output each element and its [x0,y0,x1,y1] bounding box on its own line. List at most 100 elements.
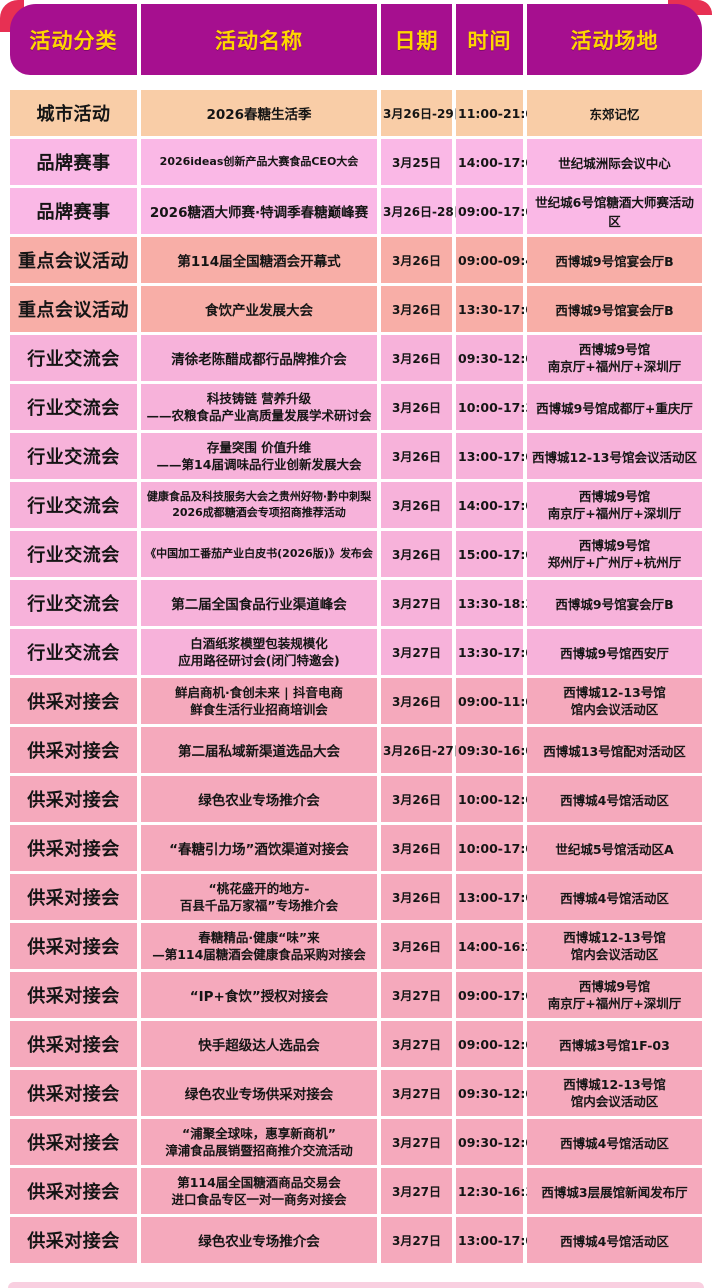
header-cell-venue: 活动场地 [527,4,702,75]
cell-time: 09:00-09:40 [456,237,543,283]
cell-category: 供采对接会 [10,678,137,724]
cell-name: 2026ideas创新产品大赛食品CEO大会 [141,139,377,185]
cell-name-line: 春糖精品·健康“味”来 [198,929,320,945]
cell-date-line: 3月26日 [391,792,442,807]
cell-name: “桃花盛开的地方- 百县千品万家福”专场推介会 [141,874,377,920]
cell-name: 鲜启商机·食创未来 | 抖音电商 鲜食生活行业招商培训会 [141,678,377,724]
cell-date-line: 3月26日 [391,302,442,317]
cell-venue: 世纪城5号馆活动区A [527,825,702,871]
cell-venue-line: 西博城9号馆 [578,341,651,357]
cell-time: 13:00-17:00 [456,874,543,920]
cell-date: 3月27日 [381,629,452,675]
cell-category: 供采对接会 [10,874,137,920]
cell-venue: 西博城3层展馆新闻发布厅 [527,1168,702,1214]
cell-name-line: ——第14届调味品行业创新发展大会 [156,457,362,472]
cell-time: 13:00-17:00 [456,1217,543,1263]
table-row: 供采对接会 快手超级达人选品会 3月27日 09:00-12:00 西博城3号馆1F-0… [10,1021,702,1067]
table-row: 供采对接会 春糖精品·健康“味”来 —第114届糖酒会健康食品采购对接会 3月26日 1… [10,923,702,969]
cell-name: 2026春糖生活季 [141,90,377,136]
cell-name-line: 第二届私域新渠道选品大会 [178,744,340,760]
cell-category-line: 重点会议活动 [18,300,129,321]
cell-date-line: 3月26日-27日 [383,743,466,758]
cell-category-line: 供采对接会 [27,741,120,762]
cell-venue-line: 馆内会议活动区 [570,947,659,962]
cell-name: 绿色农业专场推介会 [141,1217,377,1263]
cell-time-line: 13:00-17:00 [458,1232,543,1248]
cell-category: 供采对接会 [10,1119,137,1165]
table-row: 行业交流会 存量突围 价值升维 ——第14届调味品行业创新发展大会 3月26日 13:0… [10,433,702,479]
cell-venue: 西博城12-13号馆 馆内会议活动区 [527,678,702,724]
cell-date-line: 3月27日 [391,1086,442,1101]
cell-venue: 西博城9号馆 南京厅+福州厅+深圳厅 [527,972,702,1018]
cell-date-line: 3月26日 [391,253,442,268]
cell-date-line: 3月26日 [391,694,442,709]
cell-category: 供采对接会 [10,776,137,822]
cell-date: 3月27日 [381,1119,452,1165]
cell-time-line: 11:00-21:00 [458,105,543,121]
cell-venue: 西博城9号馆宴会厅B [527,286,702,332]
cell-date: 3月26日 [381,384,452,430]
cell-date: 3月26日 [381,237,452,283]
cell-venue-line: 西博城9号馆 [578,488,651,504]
cell-time: 10:00-17:30 [456,384,543,430]
cell-venue: 西博城12-13号馆 馆内会议活动区 [527,923,702,969]
cell-name-line: ——农粮食品产业高质量发展学术研讨会 [146,408,372,423]
cell-date: 3月26日 [381,335,452,381]
cell-name: “浦聚全球味，惠享新商机” 漳浦食品展销暨招商推介交流活动 [141,1119,377,1165]
cell-time-line: 13:30-18:30 [458,595,543,611]
cell-name-line: 《中国加工番茄产业白皮书(2026版)》发布会 [145,546,373,560]
cell-venue-line: 东郊记忆 [589,106,640,122]
cell-venue-line: 西博城9号馆宴会厅B [555,596,674,612]
cell-venue-line: 西博城9号馆西安厅 [560,645,669,661]
cell-date: 3月26日 [381,678,452,724]
cell-category-line: 行业交流会 [27,349,120,370]
cell-category-line: 重点会议活动 [18,251,129,272]
cell-name: 绿色农业专场推介会 [141,776,377,822]
cell-name: 第二届私域新渠道选品大会 [141,727,377,773]
cell-category-line: 行业交流会 [27,398,120,419]
cell-category-line: 供采对接会 [27,1084,120,1105]
cell-time-line: 12:30-16:30 [458,1183,543,1199]
cell-date: 3月26日 [381,923,452,969]
cell-time: 13:00-17:00 [456,433,543,479]
cell-category: 供采对接会 [10,825,137,871]
cell-time: 09:00-12:00 [456,1021,543,1067]
cell-date-line: 3月26日 [391,547,442,562]
table-row: 供采对接会 “IP+食饮”授权对接会 3月27日 09:00-17:00 西博城9号馆南… [10,972,702,1018]
cell-name-line: “浦聚全球味，惠享新商机” [182,1125,336,1141]
header-cell-name: 活动名称 [141,4,377,75]
cell-venue: 西博城9号馆 郑州厅+广州厅+杭州厅 [527,531,702,577]
cell-date: 3月26日 [381,286,452,332]
cell-name-line: 鲜启商机·食创未来 | 抖音电商 [174,684,344,700]
cell-time: 14:00-16:30 [456,923,543,969]
cell-name-line: 健康食品及科技服务大会之贵州好物·黔中刺梨 [146,489,372,503]
cell-time-line: 13:00-17:00 [458,889,543,905]
cell-name-line: 鲜食生活行业招商培训会 [190,702,328,717]
cell-name: 《中国加工番茄产业白皮书(2026版)》发布会 [141,531,377,577]
cell-date-line: 3月27日 [391,1184,442,1199]
cell-date-line: 3月26日 [391,890,442,905]
cell-time: 10:00-12:00 [456,776,543,822]
cell-name-line: 绿色农业专场推介会 [198,793,320,809]
cell-date: 3月27日 [381,1168,452,1214]
cell-time-line: 09:00-17:00 [458,203,543,219]
cell-time: 13:30-18:30 [456,580,543,626]
table-row: 城市活动 2026春糖生活季 3月26日-29日 11:00-21:00 东郊记忆 [10,90,702,136]
cell-name-line: —第114届糖酒会健康食品采购对接会 [152,947,366,962]
cell-date: 3月26日-28日 [381,188,466,234]
cell-name-line: 清徐老陈醋成都行品牌推介会 [171,352,347,368]
cell-category-line: 供采对接会 [27,1035,120,1056]
cell-time-line: 09:30-12:00 [458,1085,543,1101]
cell-name: 健康食品及科技服务大会之贵州好物·黔中刺梨 2026成都糖酒会专项招商推荐活动 [141,482,377,528]
cell-category: 供采对接会 [10,1168,137,1214]
cell-date-line: 3月27日 [391,596,442,611]
cell-date: 3月25日 [381,139,452,185]
cell-category: 行业交流会 [10,580,137,626]
table-row: 品牌赛事 2026ideas创新产品大赛食品CEO大会 3月25日 14:00-17:… [10,139,702,185]
cell-category-line: 品牌赛事 [36,202,111,223]
cell-time: 09:30-12:00 [456,1070,543,1116]
cell-venue-line: 西博城9号馆 [578,537,651,553]
cell-name: 第二届全国食品行业渠道峰会 [141,580,377,626]
cell-time-line: 15:00-17:00 [458,546,543,562]
cell-venue-line: 西博城9号馆宴会厅B [555,253,674,269]
